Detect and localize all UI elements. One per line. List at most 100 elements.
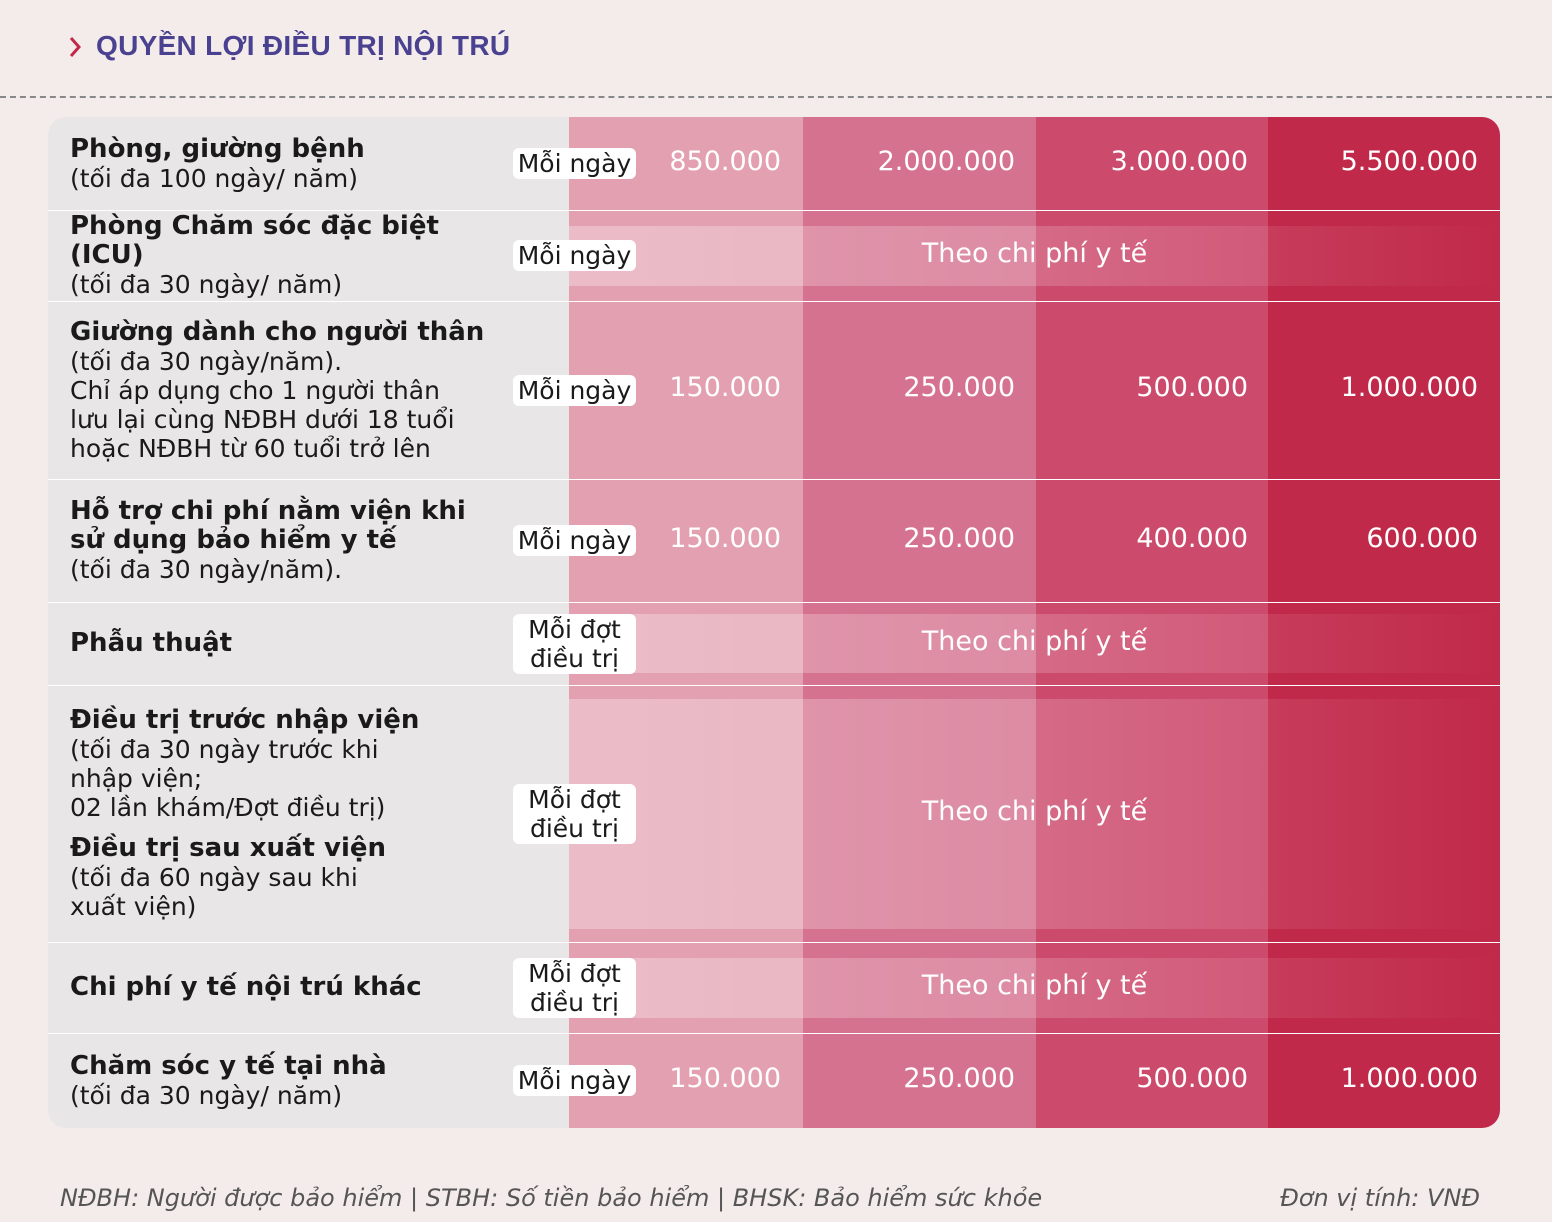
row-label: Phẫu thuật xyxy=(70,602,520,685)
divider xyxy=(0,96,1552,98)
benefit-value: 5.500.000 xyxy=(1340,145,1478,177)
row-label: Chi phí y tế nội trú khác xyxy=(70,942,520,1033)
benefit-value: 500.000 xyxy=(1136,1062,1248,1094)
benefit-value: 400.000 xyxy=(1136,522,1248,554)
footer-unit: Đơn vị tính: VNĐ xyxy=(1280,1184,1480,1212)
label-note: (tối đa 30 ngày trước khi xyxy=(70,735,379,764)
label-note: xuất viện) xyxy=(70,892,197,921)
label-block: Điều trị sau xuất viện (tối đa 60 ngày sa… xyxy=(70,833,520,922)
label-note: (tối đa 30 ngày/ năm) xyxy=(70,1080,343,1110)
column-bg xyxy=(1036,117,1270,1128)
unit-line: điều trị xyxy=(529,987,619,1017)
row-label: Phòng, giường bệnh (tối đa 100 ngày/ năm) xyxy=(70,117,520,210)
benefit-value: 250.000 xyxy=(903,522,1015,554)
row-separator xyxy=(48,301,1500,302)
label-note: 02 lần khám/Đợt điều trị) xyxy=(70,793,386,822)
row-separator xyxy=(48,1033,1500,1034)
unit-label: Mỗi ngày xyxy=(513,374,636,406)
label-note: (tối đa 60 ngày sau khi xyxy=(70,863,358,892)
row-separator xyxy=(48,479,1500,480)
benefit-value: 150.000 xyxy=(669,372,781,403)
label-block: Điều trị trước nhập viện (tối đa 30 ngày … xyxy=(70,705,520,823)
benefit-value: 500.000 xyxy=(1136,372,1248,403)
unit-label: Mỗi ngày xyxy=(513,148,636,179)
label-note: (tối đa 100 ngày/ năm) xyxy=(70,163,359,193)
row-label: Chăm sóc y tế tại nhà (tối đa 30 ngày/ nă… xyxy=(70,1033,520,1128)
merged-value: Theo chi phí y tế xyxy=(921,795,1148,827)
unit-label: Mỗi ngày xyxy=(513,525,636,556)
label-title: Giường dành cho người thân xyxy=(70,316,485,347)
merged-value: Theo chi phí y tế xyxy=(921,625,1148,657)
unit-line: Mỗi ngày xyxy=(517,149,632,178)
label-title: Chi phí y tế nội trú khác xyxy=(70,972,422,1002)
chevron-icon xyxy=(69,37,82,57)
row-label: Giường dành cho người thân (tối đa 30 ngà… xyxy=(70,301,520,479)
benefit-value: 3.000.000 xyxy=(1110,145,1248,177)
unit-line: Mỗi đợt xyxy=(528,784,621,814)
label-note: nhập viện; xyxy=(70,764,203,793)
label-block: Hỗ trợ chi phí nằm viện khi sử dụng bảo h… xyxy=(70,496,520,585)
unit-label: Mỗi đợt điều trị xyxy=(513,783,636,844)
unit-line: Mỗi ngày xyxy=(517,241,632,270)
benefit-value: 150.000 xyxy=(669,1062,781,1094)
benefit-value: 2.000.000 xyxy=(877,145,1015,177)
label-title: Phòng, giường bệnh xyxy=(70,133,365,164)
label-note: (tối đa 30 ngày/ năm) xyxy=(70,270,343,299)
label-block: Phẫu thuật xyxy=(70,629,520,658)
unit-line: Mỗi đợt xyxy=(528,958,621,988)
benefit-value: 150.000 xyxy=(669,522,781,554)
benefit-value: 1.000.000 xyxy=(1340,372,1478,403)
label-block: Giường dành cho người thân (tối đa 30 ngà… xyxy=(70,316,520,463)
label-title: Chăm sóc y tế tại nhà xyxy=(70,1050,387,1081)
unit-label: Mỗi đợt điều trị xyxy=(513,957,636,1018)
unit-line: điều trị xyxy=(529,813,619,843)
row-label: Hỗ trợ chi phí nằm viện khi sử dụng bảo h… xyxy=(70,479,520,602)
column-bg xyxy=(803,117,1037,1128)
merged-band xyxy=(569,614,1500,673)
row-label: Điều trị trước nhập viện (tối đa 30 ngày … xyxy=(70,685,520,942)
label-block: Chi phí y tế nội trú khác xyxy=(70,973,520,1002)
unit-label: Mỗi đợt điều trị xyxy=(513,613,636,674)
row-label: Phòng Chăm sóc đặc biệt (ICU) (tối đa 30 … xyxy=(70,210,520,301)
unit-line: Mỗi ngày xyxy=(517,1066,632,1095)
label-title: Điều trị trước nhập viện xyxy=(70,705,420,735)
benefit-value: 600.000 xyxy=(1366,522,1478,554)
label-note: lưu lại cùng NĐBH dưới 18 tuổi xyxy=(70,404,455,434)
label-title: Hỗ trợ chi phí nằm viện khi xyxy=(70,496,466,526)
unit-label: Mỗi ngày xyxy=(513,1065,636,1096)
unit-line: Mỗi ngày xyxy=(517,375,632,405)
row-separator xyxy=(48,685,1500,686)
label-note: Chỉ áp dụng cho 1 người thân xyxy=(70,375,440,405)
column-bg xyxy=(1268,117,1500,1128)
benefit-value: 250.000 xyxy=(903,1062,1015,1094)
merged-band xyxy=(569,698,1500,929)
label-block: Chăm sóc y tế tại nhà (tối đa 30 ngày/ nă… xyxy=(70,1050,520,1110)
label-block: Phòng Chăm sóc đặc biệt (ICU) (tối đa 30 … xyxy=(70,211,520,300)
label-note: (tối đa 30 ngày/năm). xyxy=(70,346,343,376)
label-note: (tối đa 30 ngày/năm). xyxy=(70,555,343,584)
row-separator xyxy=(48,210,1500,211)
row-separator xyxy=(48,942,1500,943)
section-title: QUYỀN LỢI ĐIỀU TRỊ NỘI TRÚ xyxy=(96,30,511,61)
unit-line: Mỗi ngày xyxy=(517,526,632,555)
benefit-value: 850.000 xyxy=(669,145,781,177)
benefit-value: 1.000.000 xyxy=(1340,1062,1478,1094)
label-title: sử dụng bảo hiểm y tế xyxy=(70,525,397,555)
unit-label: Mỗi ngày xyxy=(513,240,636,271)
label-title: Phẫu thuật xyxy=(70,628,233,658)
row-separator xyxy=(48,602,1500,603)
unit-line: điều trị xyxy=(529,643,619,673)
merged-value: Theo chi phí y tế xyxy=(921,969,1148,1001)
unit-line: Mỗi đợt xyxy=(528,614,621,644)
label-note: hoặc NĐBH từ 60 tuổi trở lên xyxy=(70,433,431,463)
label-title: Phòng Chăm sóc đặc biệt (ICU) xyxy=(70,211,439,270)
merged-band xyxy=(569,957,1500,1018)
label-block: Phòng, giường bệnh (tối đa 100 ngày/ năm) xyxy=(70,133,520,193)
label-title: Điều trị sau xuất viện xyxy=(70,833,386,863)
benefit-value: 250.000 xyxy=(903,372,1015,403)
merged-band xyxy=(569,225,1500,286)
footer-note: NĐBH: Người được bảo hiểm | STBH: Số tiề… xyxy=(60,1184,1043,1212)
merged-value: Theo chi phí y tế xyxy=(921,237,1148,269)
benefit-table: Phòng, giường bệnh (tối đa 100 ngày/ năm)… xyxy=(48,117,1500,1128)
